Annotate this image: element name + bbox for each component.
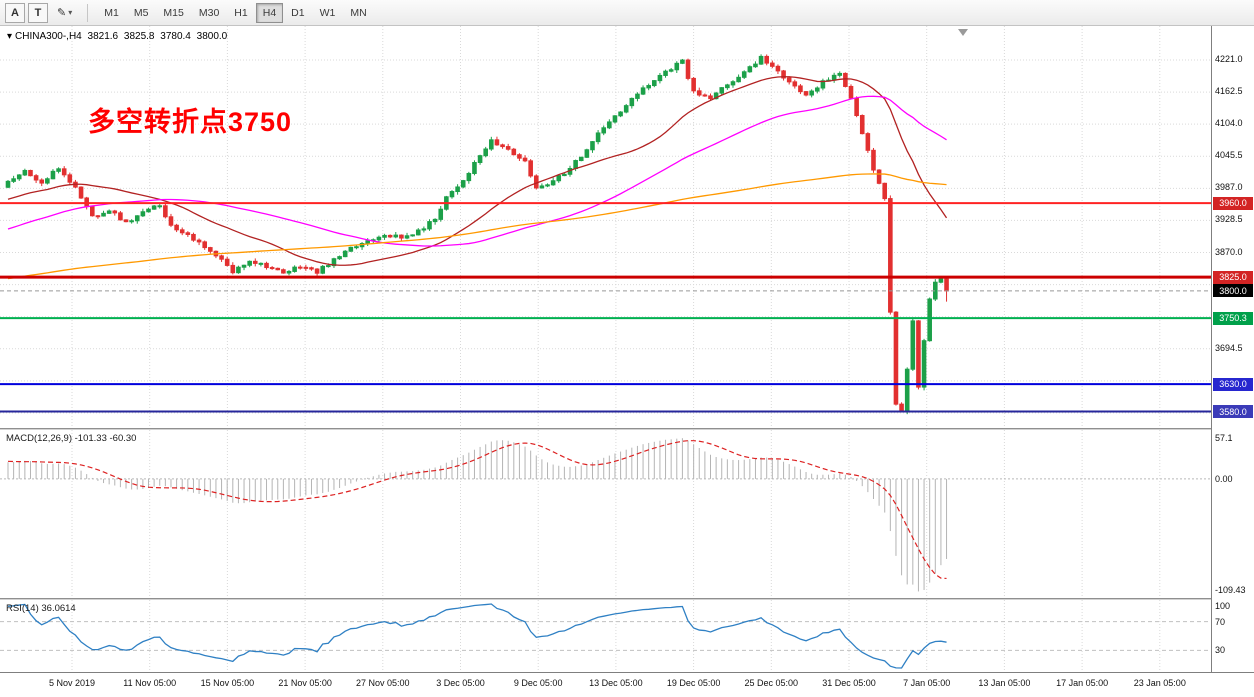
timeframe-button-h1[interactable]: H1 [227, 3, 254, 23]
price-axis-label: 3870.0 [1215, 246, 1243, 257]
rsi-indicator-label: RSI(14) 36.0614 [6, 603, 76, 614]
price-axis[interactable]: 4221.0 4162.5 4104.0 4045.5 3987.0 3928.5 3870… [1211, 26, 1254, 672]
price-badge: 3630.0 [1213, 377, 1253, 391]
cursor-tool-button[interactable]: A [5, 2, 25, 23]
main-price-chart[interactable] [0, 26, 1211, 428]
candles-series [5, 54, 949, 415]
time-axis-label: 11 Nov 05:00 [123, 678, 177, 688]
macd-axis-label: -109.43 [1215, 585, 1246, 595]
macd-histogram [7, 438, 948, 592]
price-axis-label: 4162.5 [1215, 86, 1243, 97]
main-grid [0, 26, 1211, 428]
time-axis-label: 19 Dec 05:00 [666, 678, 721, 688]
draw-tool-button[interactable]: ✎ ▾ [51, 3, 78, 23]
ma-line-150 [7, 173, 947, 280]
rsi-line [7, 603, 947, 669]
current-price-badge: 3800.0 [1213, 284, 1253, 298]
timeframe-button-m30[interactable]: M30 [192, 3, 226, 23]
macd-values: -101.33 -60.30 [74, 433, 137, 444]
toolbar-separator [87, 3, 89, 22]
time-axis[interactable]: 5 Nov 2019 11 Nov 05:00 15 Nov 05:00 21 Nov… [0, 673, 1254, 697]
timeframe-button-mn[interactable]: MN [343, 3, 373, 23]
time-axis-label: 13 Dec 05:00 [589, 678, 643, 688]
timeframe-button-m5[interactable]: M5 [127, 3, 156, 23]
rsi-grid [71, 600, 1161, 672]
chart-header: ▾ CHINA300-,H4 3821.6 3825.8 3780.4 3800.… [7, 31, 230, 42]
time-axis-separator [0, 672, 1254, 673]
symbol-title: CHINA300-,H4 [15, 31, 82, 42]
price-axis-label: 4104.0 [1215, 118, 1243, 129]
macd-name: MACD(12,26,9) [6, 433, 72, 444]
timeframe-button-h4[interactable]: H4 [255, 2, 284, 23]
price-axis-label: 3987.0 [1215, 182, 1243, 193]
macd-signal-line [7, 440, 947, 580]
text-tool-button[interactable]: T [28, 2, 48, 23]
time-axis-label: 25 Dec 05:00 [744, 678, 799, 688]
pane-separator[interactable] [0, 428, 1254, 430]
macd-pane[interactable] [0, 430, 1211, 598]
pane-separator[interactable] [0, 598, 1254, 600]
time-axis-label: 3 Dec 05:00 [436, 678, 485, 688]
time-axis-label: 13 Jan 05:00 [978, 678, 1031, 688]
price-badge: 3750.3 [1213, 311, 1253, 325]
price-badge: 3580.0 [1213, 405, 1253, 419]
ma-line-55 [7, 95, 947, 247]
ohlc-low: 3780.4 [160, 31, 191, 42]
ohlc-open: 3821.6 [87, 31, 119, 42]
price-badge: 3960.0 [1213, 196, 1253, 210]
toolbar: A T ✎ ▾ M1 M5 M15 M30 H1 H4 D1 W1 MN [0, 0, 1254, 26]
price-axis-label: 3694.5 [1215, 342, 1243, 353]
symbol-dropdown-icon[interactable]: ▾ [7, 31, 13, 42]
chart-shift-marker-icon [958, 29, 968, 36]
macd-axis-label: 0.00 [1215, 473, 1233, 484]
dropdown-caret-icon: ▾ [68, 8, 73, 17]
price-axis-label: 4045.5 [1215, 150, 1243, 161]
timeframe-button-m1[interactable]: M1 [97, 3, 126, 23]
time-axis-label: 5 Nov 2019 [48, 678, 96, 688]
macd-grid [71, 430, 1161, 598]
macd-indicator-label: MACD(12,26,9) -101.33 -60.30 [6, 433, 136, 444]
timeframe-button-w1[interactable]: W1 [313, 3, 343, 23]
pencil-icon: ✎ [57, 7, 67, 19]
rsi-axis-label: 70 [1215, 616, 1226, 627]
timeframe-button-m15[interactable]: M15 [156, 3, 190, 23]
price-badge: 3825.0 [1213, 270, 1253, 284]
timeframe-button-d1[interactable]: D1 [284, 3, 311, 23]
time-axis-label: 23 Jan 05:00 [1133, 678, 1186, 688]
rsi-name: RSI(14) [6, 603, 39, 614]
time-axis-label: 17 Jan 05:00 [1056, 678, 1109, 688]
macd-axis-label: 57.1 [1215, 433, 1233, 443]
ohlc-close: 3800.0 [196, 31, 228, 42]
time-axis-label: 27 Nov 05:00 [356, 678, 410, 688]
rsi-value: 36.0614 [41, 603, 76, 614]
timeframe-button-group: M1 M5 M15 M30 H1 H4 D1 W1 MN [97, 2, 373, 23]
time-axis-label: 9 Dec 05:00 [513, 678, 563, 688]
annotation-text[interactable]: 多空转折点3750 [88, 107, 293, 137]
price-axis-label: 4221.0 [1215, 54, 1243, 64]
rsi-axis-label: 30 [1215, 645, 1226, 656]
rsi-pane[interactable] [0, 600, 1211, 672]
price-axis-label: 3928.5 [1215, 214, 1243, 225]
rsi-axis-label: 100 [1215, 601, 1231, 611]
time-axis-label: 21 Nov 05:00 [278, 678, 332, 688]
ohlc-high: 3825.8 [123, 31, 155, 42]
time-axis-label: 7 Jan 05:00 [903, 678, 951, 688]
time-axis-label: 15 Nov 05:00 [200, 678, 255, 688]
time-axis-label: 31 Dec 05:00 [822, 678, 876, 688]
ma-line-24 [7, 76, 948, 266]
